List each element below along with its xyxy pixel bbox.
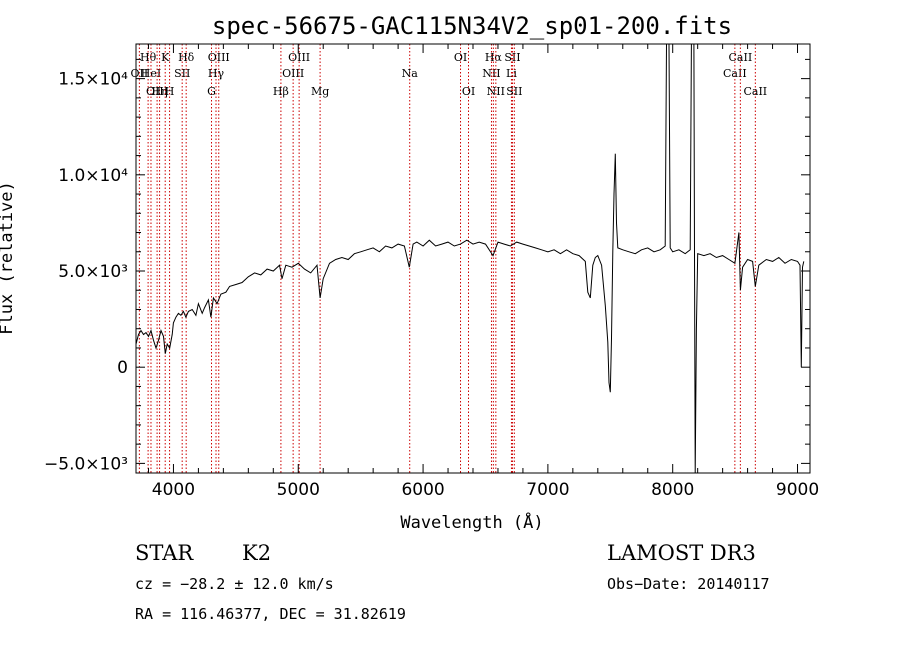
axes-layer: 4000 5000 6000 7000 8000 9000 −5.0×10³ 0 5.0×10³… [44,43,819,500]
spectral-line-label: NII [482,67,500,80]
spectral-line-label: HeI [141,67,161,80]
y-tick-label: 1.5×10⁴ [58,70,128,90]
x-tick-label: 5000 [277,480,320,500]
spectral-line-label: OI [462,85,475,98]
spectral-line-label: OIII [282,67,304,80]
spectral-line-label: Hδ [178,51,195,64]
spectral-line-label: OII [131,67,149,80]
spectral-line-label: H [165,85,175,98]
survey-name: LAMOST DR3 [607,541,756,565]
spectral-line-label: SII [174,67,190,80]
y-tick-label: 1.0×10⁴ [58,166,128,186]
spectral-line-label: Hγ [208,67,225,80]
spectral-line-label: Hβ [273,85,289,98]
y-tick-label: 5.0×10³ [58,262,128,282]
chart-title: spec-56675-GAC115N34V2_sp01-200.fits [212,12,732,40]
y-axis-label: Flux (relative) [0,181,17,335]
spectral-line-label: Mg [311,85,329,98]
plot-frame [135,43,811,474]
x-tick-label: 9000 [776,480,819,500]
spectral-line-label: CaII [729,51,753,64]
object-class: STAR [135,541,194,565]
obs-date-text: Obs−Date: 20140117 [607,575,770,593]
spectral-line-label: Hα [485,51,503,64]
flux-series-line [135,43,805,474]
spectral-line-label: Na [402,67,419,80]
spectral-line-label: Hθ [140,51,157,64]
y-tick-label: 0 [117,358,128,378]
spectral-line-label: G [207,85,216,98]
x-tick-label: 4000 [152,480,195,500]
y-tick-label: −5.0×10³ [44,454,128,474]
spectral-line-label: Li [506,67,517,80]
redshift-text: cz = −28.2 ± 12.0 km/s [135,575,334,593]
spectral-line-label: OIII [288,51,310,64]
spectral-line-label: SII [504,51,520,64]
spectral-line-label: OI [454,51,467,64]
x-tick-label: 6000 [401,480,444,500]
spectral-line-label: Hη [151,85,167,98]
x-axis-label: Wavelength (Å) [400,511,543,533]
spectral-line-label: SII [506,85,522,98]
coords-text: RA = 116.46377, DEC = 31.82619 [135,605,406,623]
spectral-line-label: K [161,51,170,64]
spectral-line-label: OIII [146,85,168,98]
x-tick-label: 8000 [651,480,694,500]
series-layer [135,43,805,474]
x-tick-label: 7000 [526,480,569,500]
object-subclass: K2 [242,541,271,565]
spectral-lines-layer: HθOIIHeIOIIIHηKHSIIHδHγGOIIIHβOIIIOIIIMg… [131,44,767,473]
spectral-line-label: CaII [743,85,767,98]
spectral-line-label: OIII [208,51,230,64]
spectral-line-label: NII [487,85,505,98]
spectral-line-label: CaII [723,67,747,80]
